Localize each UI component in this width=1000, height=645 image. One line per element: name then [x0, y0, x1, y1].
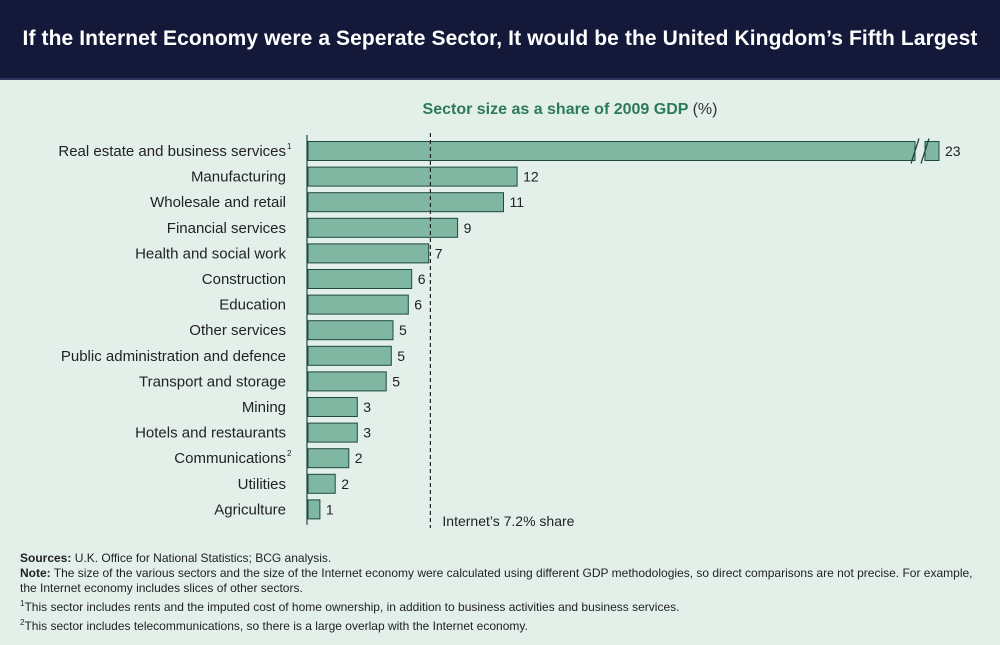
value-label: 23 — [945, 143, 961, 159]
category-label: Real estate and business services — [58, 143, 286, 160]
bar — [307, 166, 518, 187]
sources-line: Sources: U.K. Office for National Statis… — [20, 551, 985, 566]
bar — [307, 141, 916, 161]
bar — [307, 269, 413, 289]
bar — [307, 192, 504, 213]
value-label: 9 — [464, 220, 472, 236]
category-label: Agriculture — [214, 501, 286, 518]
value-label: 2 — [355, 450, 363, 466]
value-label: 6 — [418, 271, 426, 287]
footnote-2-text: This sector includes telecommunications,… — [24, 619, 528, 633]
value-label: 5 — [392, 373, 400, 389]
chart-title-text: Sector size as a share of 2009 GDP — [422, 101, 689, 118]
category-label: Wholesale and retail — [150, 194, 286, 211]
chart-title: Sector size as a share of 2009 GDP (%) — [300, 101, 840, 119]
reference-line-label: Internet’s 7.2% share — [442, 513, 574, 529]
category-label: Mining — [242, 399, 286, 416]
note-line: Note: The size of the various sectors an… — [20, 566, 985, 596]
page-title: If the Internet Economy were a Seperate … — [22, 27, 978, 50]
sources-label: Sources: — [20, 551, 72, 565]
footnotes: Sources: U.K. Office for National Statis… — [20, 551, 985, 634]
value-label: 7 — [435, 245, 443, 261]
bar — [307, 217, 459, 238]
footnote-1: 1This sector includes rents and the impu… — [20, 596, 985, 615]
axis-break-mark — [920, 138, 930, 164]
footnote-2-mark: 2 — [20, 618, 25, 627]
category-label: Other services — [189, 322, 286, 339]
value-label: 12 — [523, 169, 539, 185]
value-label: 11 — [510, 194, 525, 210]
value-label: 5 — [397, 348, 405, 364]
category-label: Public administration and defence — [61, 348, 286, 365]
bar — [307, 397, 358, 417]
bar — [307, 320, 394, 341]
bar — [307, 294, 409, 315]
category-footnote-mark: 1 — [287, 142, 292, 151]
bar — [307, 371, 387, 392]
value-label: 3 — [363, 399, 371, 415]
value-label: 1 — [326, 501, 334, 517]
value-label: 5 — [399, 322, 407, 338]
category-label: Construction — [202, 271, 286, 288]
axis-break-mark — [910, 138, 920, 164]
category-label: Transport and storage — [139, 373, 286, 390]
category-label: Financial services — [167, 220, 286, 237]
note-label: Note: — [20, 566, 51, 580]
bar-chart: Real estate and business services 1 23Manu… — [58, 133, 961, 529]
sources-text: U.K. Office for National Statistics; BCG… — [71, 551, 332, 565]
bar — [307, 243, 430, 264]
title-banner: If the Internet Economy were a Seperate … — [0, 0, 1000, 80]
category-label: Education — [219, 297, 286, 314]
category-label: Communications — [174, 450, 286, 467]
category-footnote-mark: 2 — [287, 449, 292, 458]
footnote-2: 2This sector includes telecommunications… — [20, 615, 985, 634]
category-label: Utilities — [238, 476, 286, 493]
category-label: Manufacturing — [191, 169, 286, 186]
bar — [307, 499, 321, 520]
bar — [307, 473, 336, 494]
note-text: The size of the various sectors and the … — [20, 566, 973, 595]
chart-title-unit: (%) — [692, 101, 718, 118]
bar — [307, 345, 392, 366]
category-label: Hotels and restaurants — [135, 425, 286, 442]
bar — [307, 422, 358, 443]
value-label: 6 — [414, 297, 422, 313]
bar — [307, 448, 350, 469]
footnote-1-mark: 1 — [20, 599, 25, 608]
footnote-1-text: This sector includes rents and the imput… — [24, 600, 680, 614]
category-label: Health and social work — [135, 245, 286, 262]
value-label: 2 — [341, 476, 349, 492]
value-label: 3 — [363, 425, 371, 441]
